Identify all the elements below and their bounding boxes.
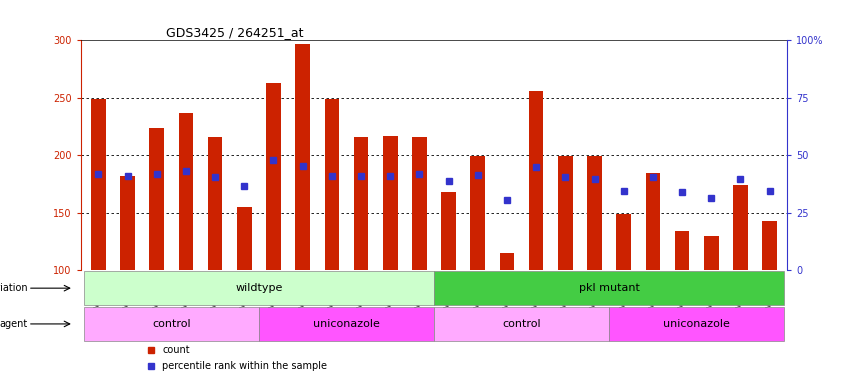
Text: uniconazole: uniconazole — [313, 319, 380, 329]
Bar — [500, 253, 514, 270]
Bar — [762, 221, 777, 270]
Bar — [266, 83, 281, 270]
Bar — [434, 307, 609, 341]
Bar — [734, 185, 748, 270]
Text: pkl mutant: pkl mutant — [579, 283, 640, 293]
Text: genotype/variation: genotype/variation — [0, 283, 28, 293]
Bar — [616, 214, 631, 270]
Bar — [83, 271, 434, 305]
Text: count: count — [162, 345, 190, 356]
Bar — [237, 207, 252, 270]
Bar — [150, 128, 164, 270]
Text: wildtype: wildtype — [235, 283, 283, 293]
Bar — [295, 44, 310, 270]
Bar — [354, 137, 368, 270]
Bar — [120, 176, 134, 270]
Bar — [383, 136, 397, 270]
Bar — [587, 156, 602, 270]
Bar — [558, 156, 573, 270]
Bar — [83, 307, 259, 341]
Bar — [208, 137, 222, 270]
Bar — [471, 156, 485, 270]
Bar — [91, 99, 106, 270]
Text: GDS3425 / 264251_at: GDS3425 / 264251_at — [166, 26, 303, 39]
Bar — [675, 231, 689, 270]
Bar — [434, 271, 785, 305]
Bar — [324, 99, 340, 270]
Text: uniconazole: uniconazole — [663, 319, 730, 329]
Text: percentile rank within the sample: percentile rank within the sample — [162, 361, 327, 371]
Text: control: control — [152, 319, 191, 329]
Bar — [704, 236, 718, 270]
Bar — [609, 307, 785, 341]
Bar — [646, 172, 660, 270]
Bar — [179, 113, 193, 270]
Bar — [442, 192, 456, 270]
Text: agent: agent — [0, 319, 28, 329]
Text: control: control — [502, 319, 541, 329]
Bar — [528, 91, 544, 270]
Bar — [259, 307, 434, 341]
Bar — [412, 137, 426, 270]
